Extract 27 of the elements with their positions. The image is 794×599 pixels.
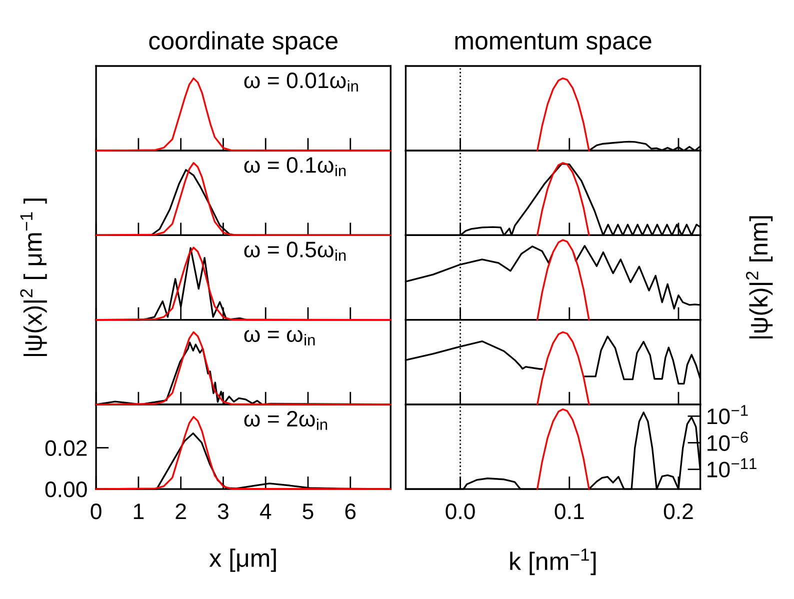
x-axis-title: k [nm$^{−1}$] bbox=[510, 548, 596, 576]
x-axis-title: x [μm] bbox=[209, 548, 276, 572]
y-axis-title: |ψ(x)|$^{2}$ [ μm$^{−1}$ ] bbox=[20, 198, 47, 356]
annotation: ω = 2ω$_{in}$ bbox=[244, 410, 328, 430]
y-tick-label: 0.00 bbox=[45, 482, 87, 498]
y2-tick-label: 10$^{−11}$ bbox=[708, 458, 756, 478]
x-tick-label: 0.1 bbox=[554, 504, 584, 520]
x-tick-label: 6 bbox=[345, 504, 356, 520]
x-tick-label: 4 bbox=[260, 504, 272, 520]
chart-title: momentum space bbox=[455, 33, 652, 55]
y2-tick-label: 10$^{−1}$ bbox=[708, 405, 748, 424]
annotation: ω = 0.5ω$_{in}$ bbox=[244, 242, 346, 261]
y2-tick-label: 10$^{−6}$ bbox=[708, 432, 748, 451]
y2-axis-title: |ψ(k)|$^{2}$ [nm] bbox=[746, 216, 773, 338]
x-tick-label: 0.0 bbox=[446, 504, 475, 520]
x-tick-label: 0.2 bbox=[664, 504, 693, 520]
annotation: ω = ω$_{in}$ bbox=[244, 330, 315, 346]
annotation: ω = 0.01ω$_{in}$ bbox=[244, 72, 358, 92]
y-tick-label: 0.02 bbox=[45, 440, 87, 456]
x-tick-label: 3 bbox=[218, 504, 228, 520]
x-tick-label: 0 bbox=[90, 504, 102, 520]
chart-title: coordinate space bbox=[149, 31, 338, 55]
annotation: ω = 0.1ω$_{in}$ bbox=[244, 157, 346, 176]
x-tick-label: 5 bbox=[302, 504, 314, 520]
x-tick-label: 1 bbox=[134, 504, 144, 520]
line-series bbox=[536, 408, 590, 490]
x-tick-label: 2 bbox=[176, 504, 186, 520]
